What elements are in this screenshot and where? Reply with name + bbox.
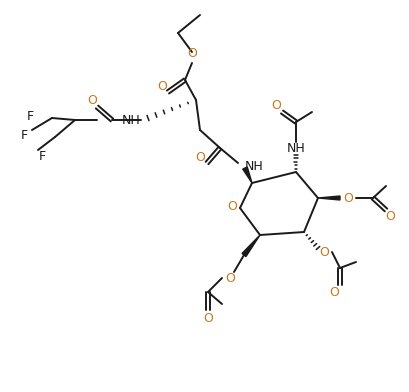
Text: O: O (187, 47, 196, 60)
Text: O: O (157, 80, 166, 93)
Text: O: O (328, 285, 338, 298)
Text: O: O (384, 209, 394, 223)
Text: NH: NH (122, 114, 141, 127)
Text: O: O (318, 245, 328, 258)
Text: F: F (20, 129, 27, 142)
Text: F: F (26, 109, 34, 123)
Text: O: O (202, 312, 212, 325)
Text: O: O (195, 151, 204, 163)
Text: O: O (342, 192, 352, 205)
Text: NH: NH (245, 160, 263, 172)
Text: O: O (225, 272, 234, 285)
Polygon shape (317, 196, 339, 200)
Text: NH: NH (286, 142, 305, 154)
Text: F: F (38, 149, 45, 163)
Polygon shape (242, 167, 252, 183)
Text: O: O (227, 200, 236, 214)
Polygon shape (241, 235, 259, 256)
Text: O: O (87, 94, 97, 107)
Text: O: O (270, 98, 280, 111)
